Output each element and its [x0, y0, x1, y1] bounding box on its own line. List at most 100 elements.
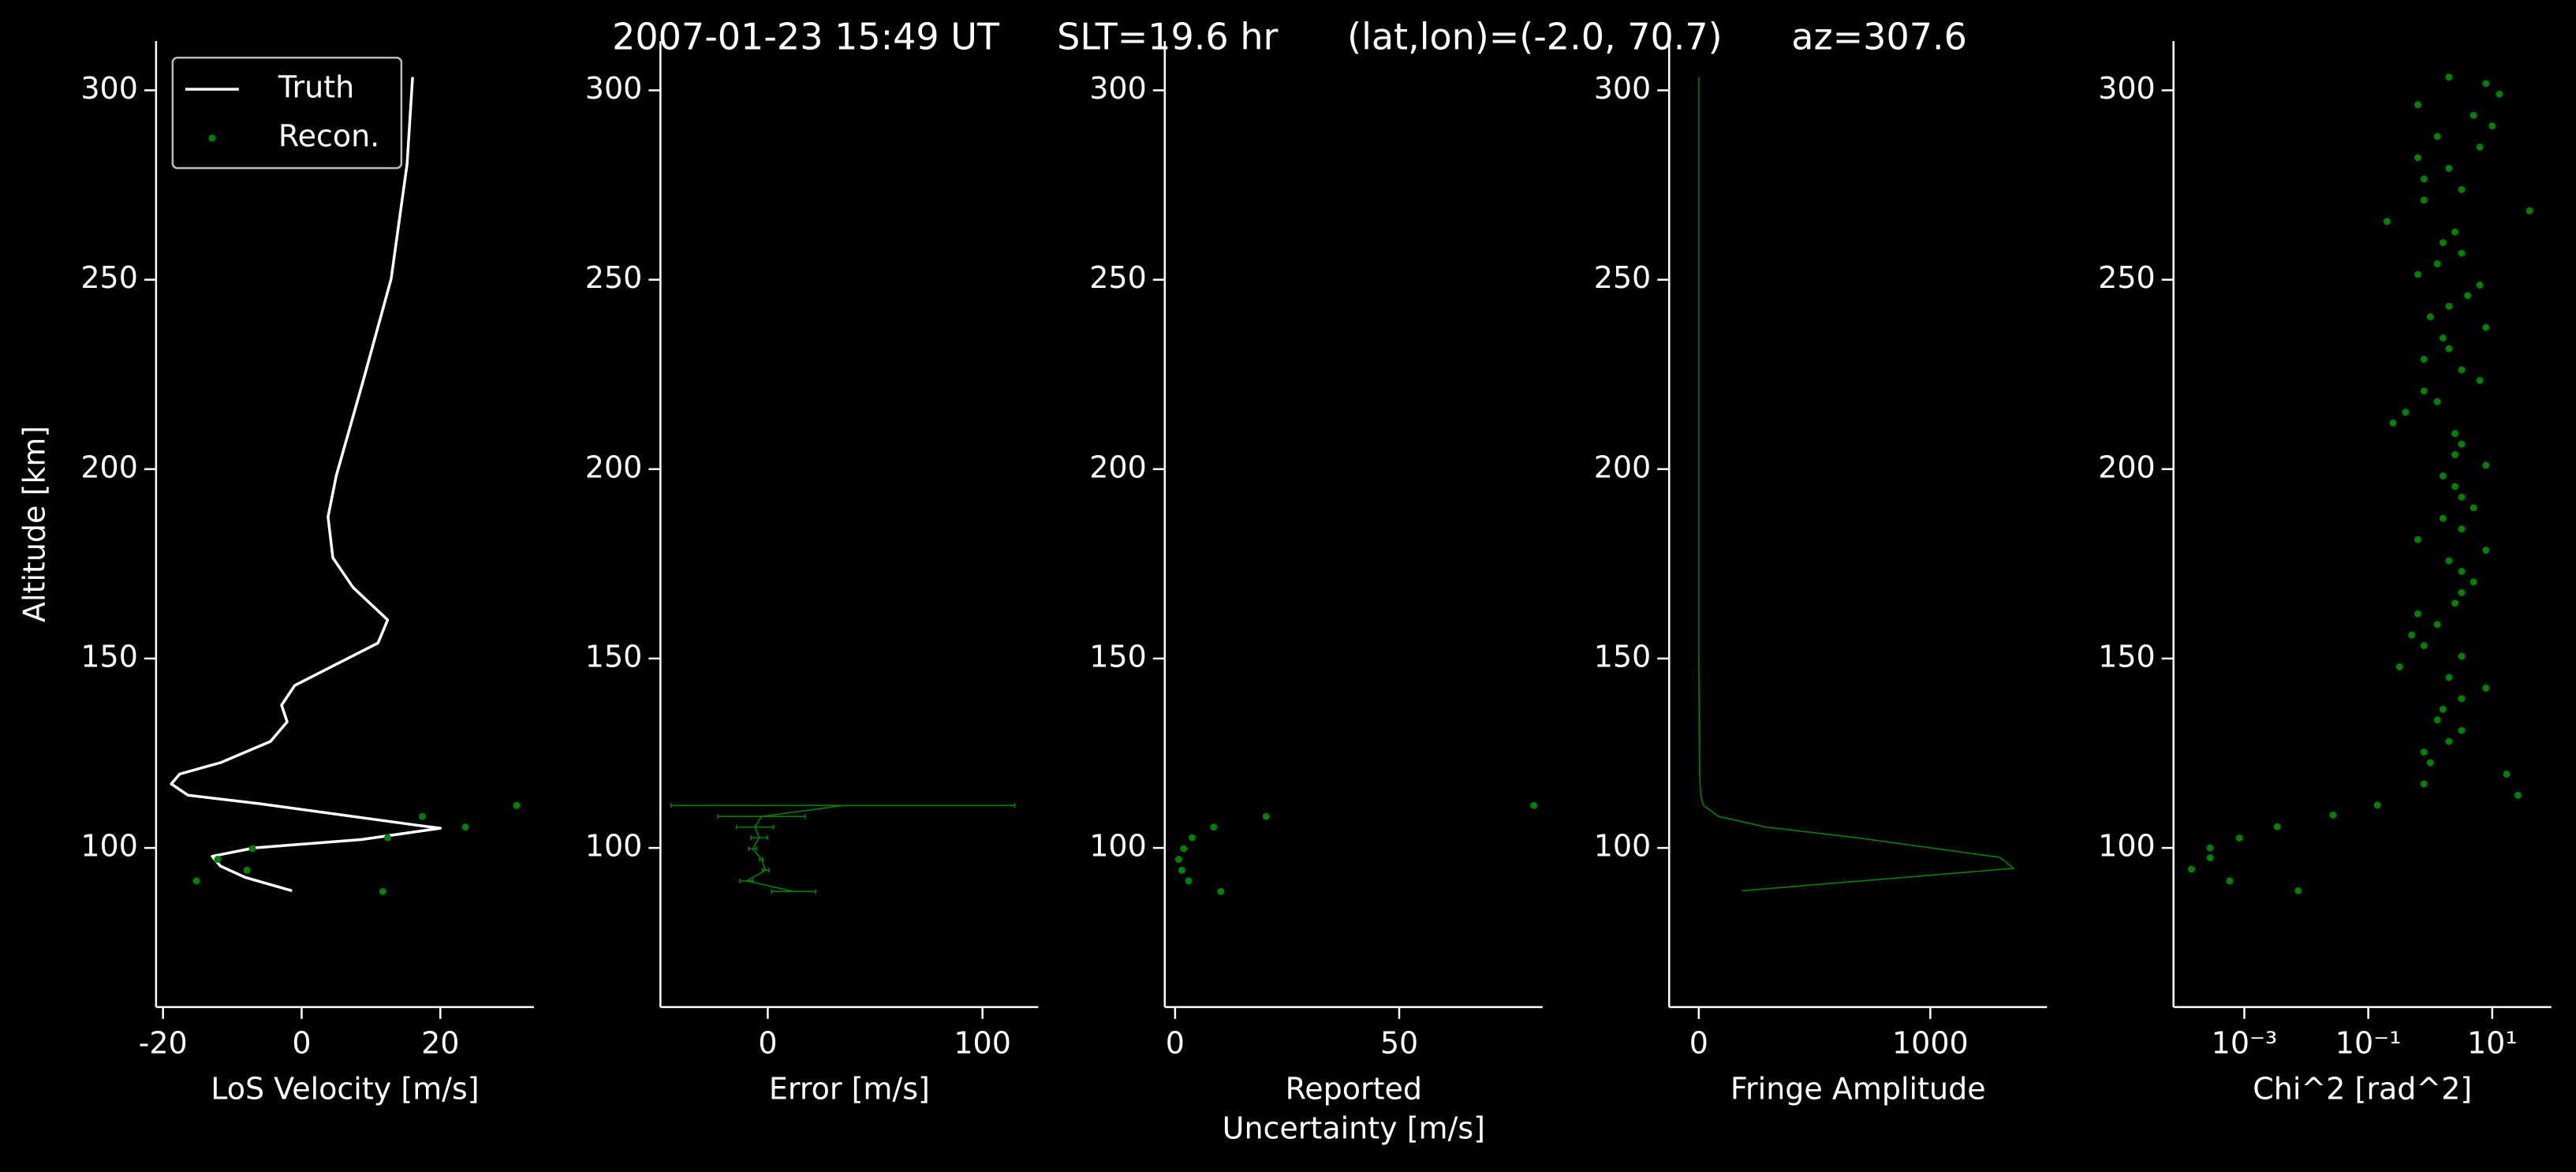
point — [2458, 695, 2466, 703]
y-tick-label: 300 — [585, 71, 643, 106]
point — [2235, 834, 2243, 842]
x-tick-label: 50 — [1380, 1025, 1418, 1060]
error-bar — [717, 814, 806, 819]
point — [2226, 877, 2234, 885]
point — [2187, 865, 2195, 873]
figure-title: 2007-01-23 15:49 UT SLT=19.6 hr (lat,lon… — [612, 16, 1967, 58]
point — [2482, 461, 2490, 469]
point — [2482, 323, 2490, 331]
x-tick-label: 0 — [1689, 1025, 1708, 1060]
point — [2445, 302, 2453, 310]
point — [2458, 726, 2466, 734]
point — [214, 856, 222, 864]
y-tick-label: 100 — [585, 829, 643, 864]
point — [1210, 823, 1218, 831]
x-tick-label: 20 — [421, 1025, 459, 1060]
point — [2389, 419, 2397, 427]
y-tick-label: 150 — [80, 639, 138, 674]
y-tick-label: 300 — [1089, 71, 1147, 106]
point — [2470, 111, 2477, 119]
point — [383, 834, 391, 842]
point — [2426, 313, 2434, 321]
line — [170, 77, 442, 893]
point — [379, 887, 386, 895]
point — [2445, 164, 2453, 172]
x-axis-label: Error [m/s] — [769, 1072, 930, 1107]
point — [2420, 387, 2428, 395]
y-tick-label: 150 — [1594, 639, 1652, 674]
point — [192, 877, 200, 885]
point — [2402, 409, 2410, 416]
point — [2503, 770, 2511, 778]
point — [2445, 674, 2453, 681]
point — [2458, 440, 2466, 448]
point — [2458, 366, 2466, 374]
y-tick-label: 250 — [80, 260, 138, 295]
x-tick-label: 0 — [292, 1025, 311, 1060]
point — [2206, 844, 2214, 852]
point — [2445, 345, 2453, 353]
point — [2433, 133, 2441, 140]
point — [2458, 567, 2466, 575]
point — [2464, 292, 2472, 300]
y-tick-label: 300 — [1594, 71, 1652, 106]
point — [2294, 886, 2302, 894]
point — [2420, 642, 2428, 650]
point — [2439, 705, 2447, 713]
y-tick-label: 100 — [80, 829, 138, 864]
y-tick-label: 250 — [1089, 260, 1147, 295]
legend-label: Truth — [278, 70, 354, 105]
point — [2445, 557, 2453, 565]
point — [2458, 588, 2466, 596]
point — [2451, 451, 2458, 459]
x-axis-label: LoS Velocity [m/s] — [211, 1072, 479, 1107]
y-tick-label: 200 — [80, 450, 138, 484]
x-tick-label: 10⁻³ — [2212, 1025, 2278, 1060]
point — [513, 801, 521, 809]
x-tick-label: 0 — [1166, 1025, 1185, 1060]
x-tick-label: 100 — [954, 1025, 1011, 1060]
point — [2476, 144, 2484, 151]
y-tick-label: 100 — [2098, 829, 2156, 864]
point — [243, 866, 251, 874]
point — [2445, 737, 2453, 745]
point — [2470, 578, 2477, 586]
point — [2433, 398, 2441, 405]
y-tick-label: 250 — [585, 260, 643, 295]
point — [2373, 801, 2381, 809]
point — [1178, 866, 1185, 874]
point — [2482, 684, 2490, 692]
point — [2433, 259, 2441, 267]
point — [2439, 472, 2447, 480]
point — [2433, 621, 2441, 629]
point — [2470, 504, 2477, 512]
point — [2414, 610, 2421, 618]
error-bar — [748, 846, 758, 852]
point — [2451, 599, 2458, 607]
y-tick-label: 100 — [1089, 829, 1147, 864]
point — [2206, 854, 2214, 862]
y-tick-label: 300 — [80, 71, 138, 106]
point — [1180, 845, 1188, 853]
point — [2420, 175, 2428, 183]
point — [2414, 271, 2421, 278]
point — [2395, 663, 2403, 671]
error-bar — [750, 835, 768, 841]
point — [2439, 514, 2447, 522]
line — [745, 804, 843, 893]
x-axis-label: Reported — [1286, 1072, 1422, 1107]
error-bar — [670, 803, 1016, 808]
point — [461, 823, 469, 831]
point — [2458, 493, 2466, 501]
x-tick-label: 10⁻¹ — [2335, 1025, 2402, 1060]
x-axis-label: Chi^2 [rad^2] — [2253, 1072, 2472, 1107]
error-bar — [761, 868, 770, 873]
point — [2420, 780, 2428, 788]
point — [2439, 239, 2447, 247]
x-axis-label: Fringe Amplitude — [1730, 1072, 1986, 1107]
point — [2433, 716, 2441, 724]
point — [2414, 154, 2421, 162]
point — [2451, 430, 2458, 438]
point — [2482, 80, 2490, 88]
